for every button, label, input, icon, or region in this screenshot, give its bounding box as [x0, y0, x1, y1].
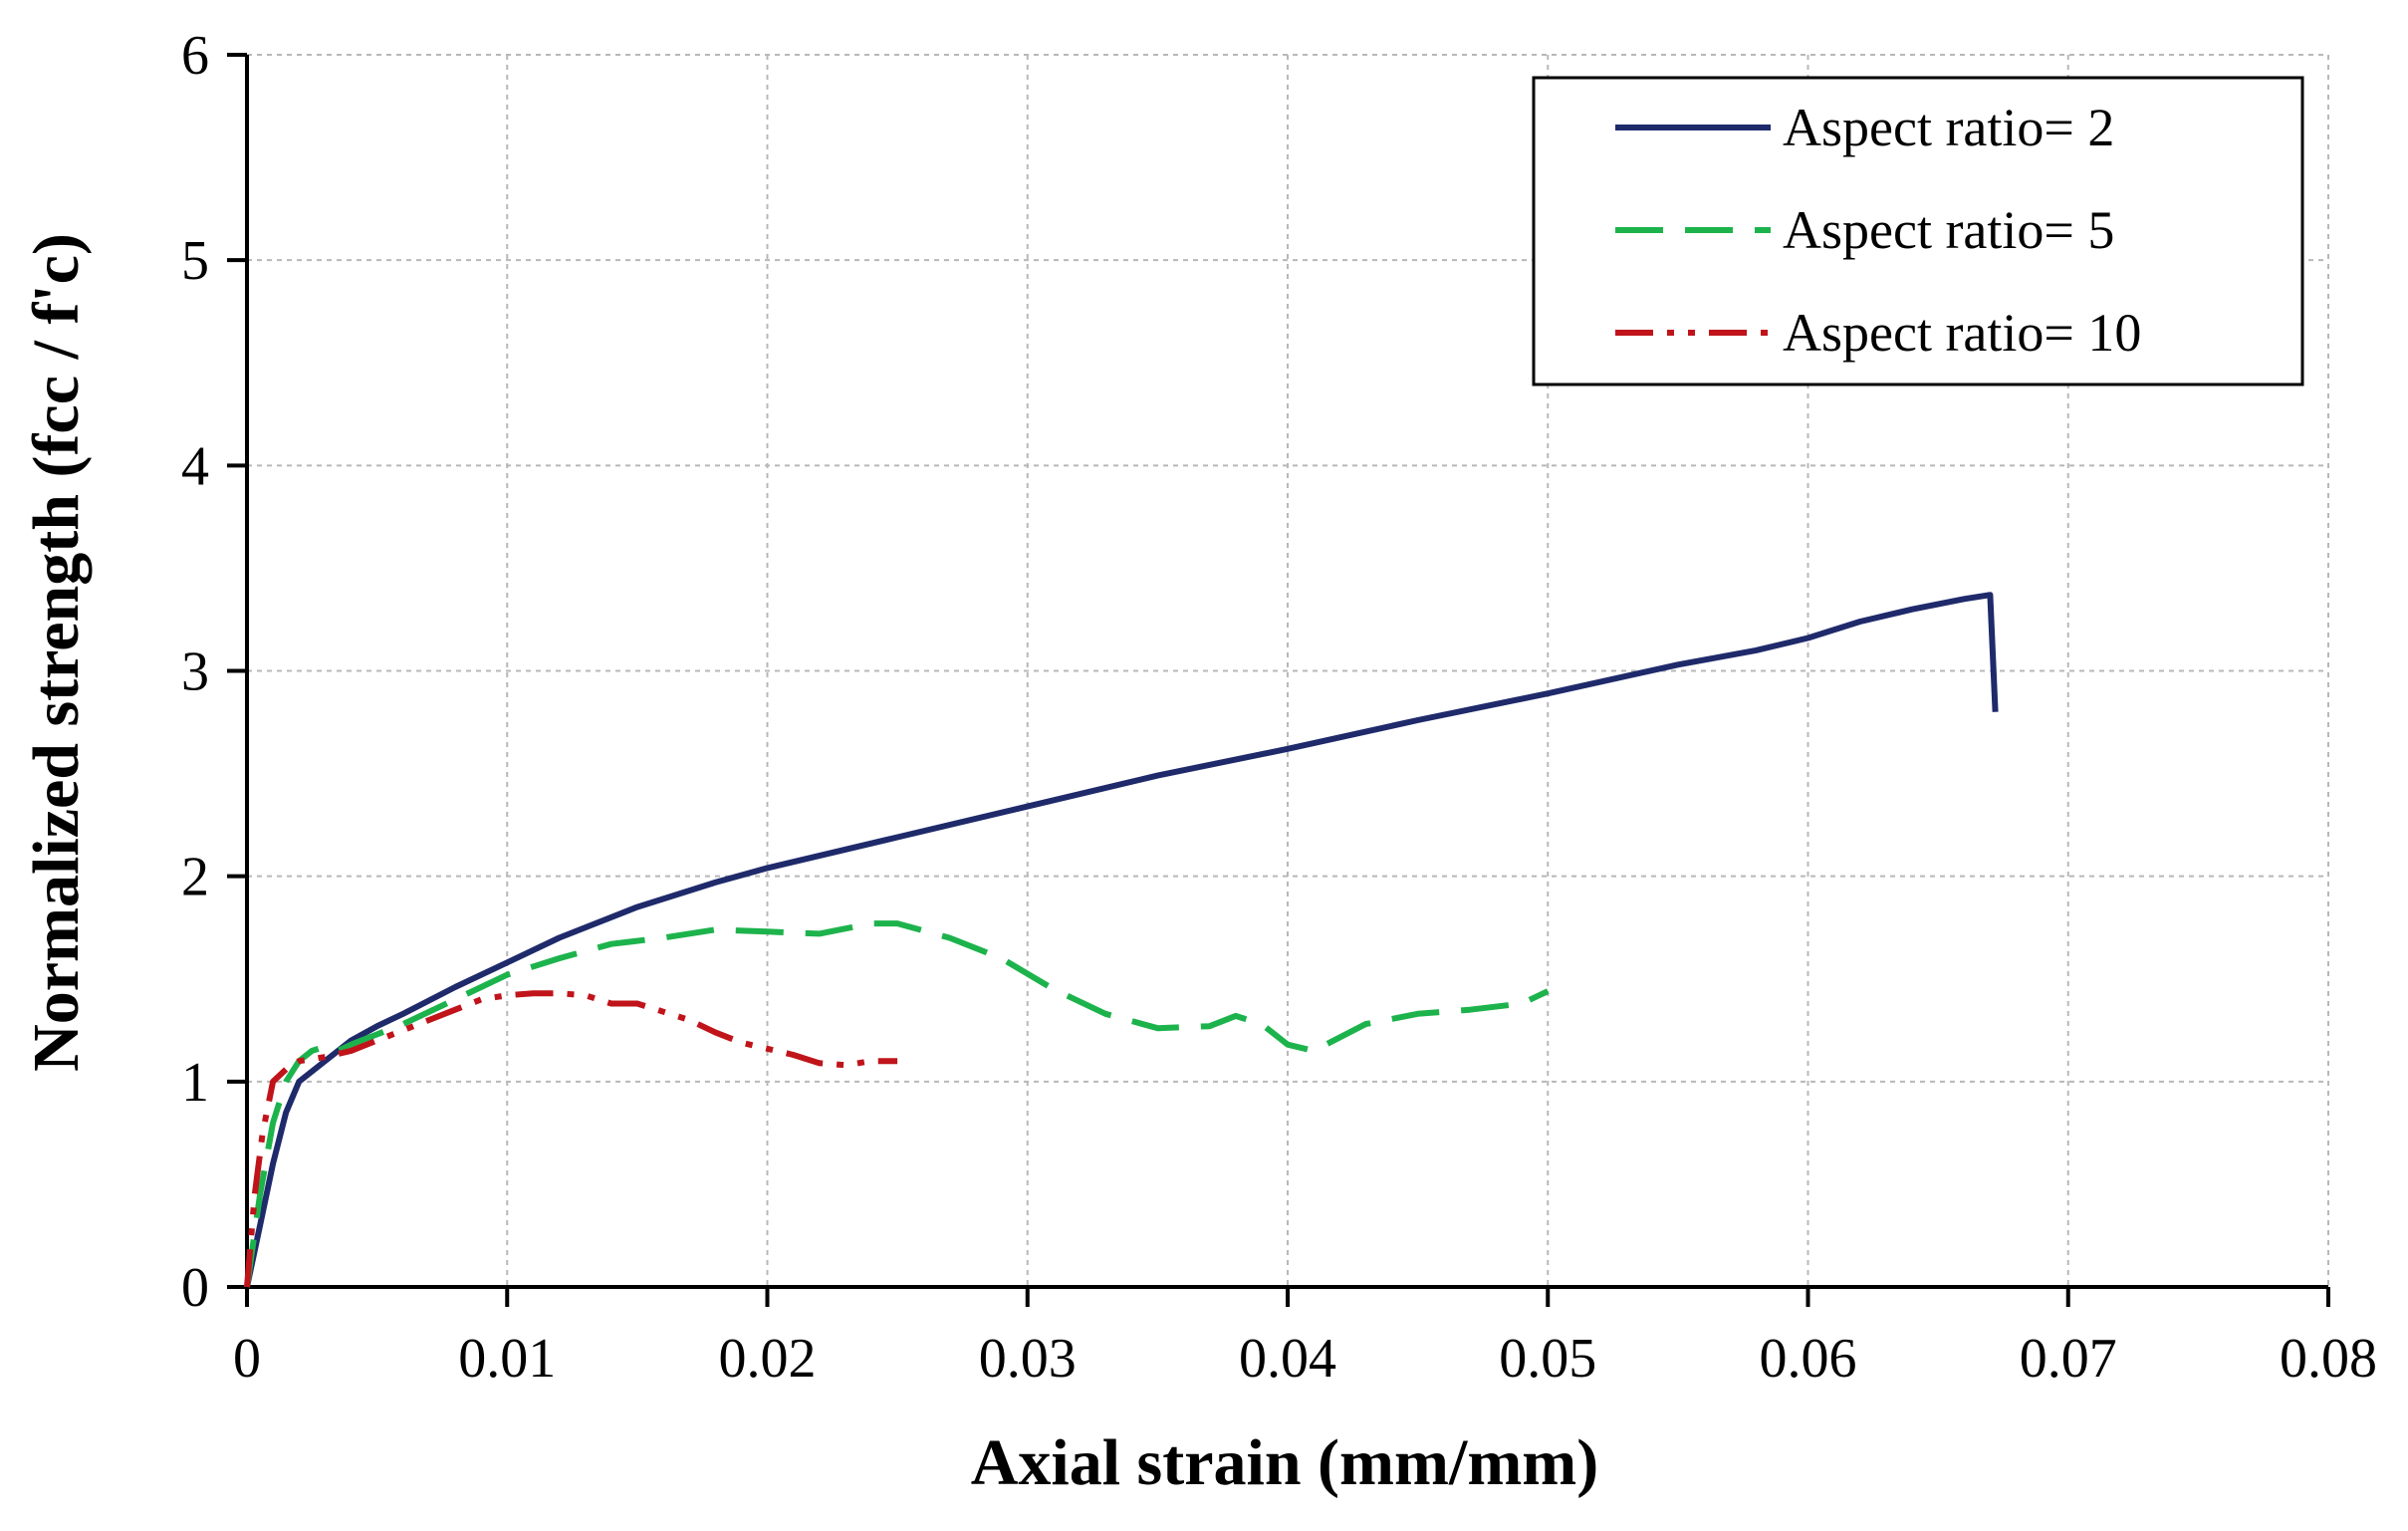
y-tick-label-3: 3	[181, 641, 209, 703]
x-tick-label-2: 0.02	[719, 1328, 817, 1390]
legend-label-1: Aspect ratio= 2	[1783, 98, 2114, 157]
y-axis-title: Normalized strength (fcc / f'c)	[20, 233, 93, 1072]
legend-label-3: Aspect ratio= 10	[1783, 303, 2141, 363]
x-tick-label-0: 0	[233, 1328, 261, 1390]
x-axis-title: Axial strain (mm/mm)	[971, 1426, 1599, 1499]
y-tick-label-2: 2	[181, 847, 209, 908]
x-tick-label-5: 0.05	[1499, 1328, 1596, 1390]
y-tick-label-6: 6	[181, 25, 209, 87]
series-lines	[244, 592, 1999, 1288]
series-line-2	[244, 920, 1550, 1288]
y-tick-label-1: 1	[181, 1052, 209, 1114]
x-tick-label-6: 0.06	[1760, 1328, 1857, 1390]
x-tick-label-8: 0.08	[2280, 1328, 2377, 1390]
x-tick-label-7: 0.07	[2020, 1328, 2117, 1390]
y-tick-label-0: 0	[181, 1257, 209, 1319]
y-tick-label-4: 4	[181, 435, 209, 497]
series-line-1	[244, 592, 1999, 1288]
x-tick-label-1: 0.01	[458, 1328, 556, 1390]
series-line-3	[244, 990, 898, 1288]
x-tick-label-4: 0.04	[1239, 1328, 1336, 1390]
axes	[227, 53, 2330, 1307]
legend[interactable]: Aspect ratio= 2 Aspect ratio= 5 Aspect rat…	[1532, 76, 2304, 386]
tick-labels: 0 1 2 3 4 5 6 0 0.01 0.02 0.03 0.04 0.05 0.06 0.07 0.08	[181, 25, 2377, 1390]
legend-label-2: Aspect ratio= 5	[1783, 200, 2114, 260]
y-tick-label-5: 5	[181, 230, 209, 292]
x-tick-label-3: 0.03	[979, 1328, 1077, 1390]
